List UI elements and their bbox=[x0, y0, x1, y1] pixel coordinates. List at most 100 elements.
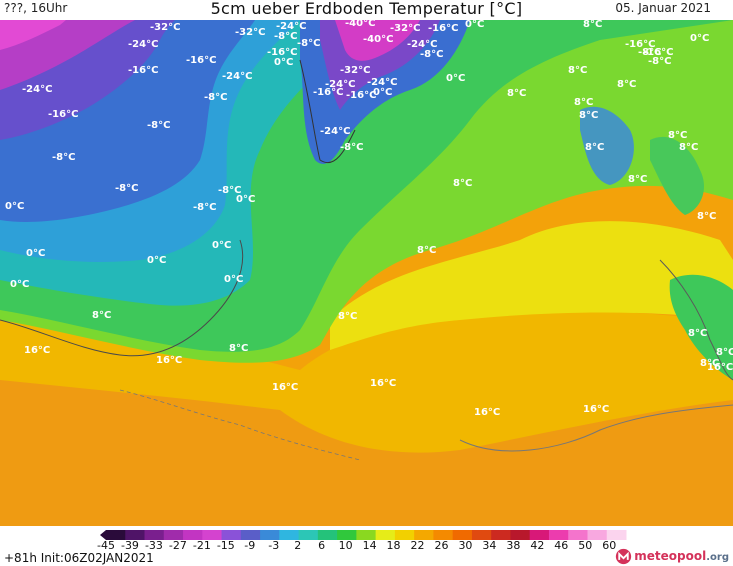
scale-tick-label: 14 bbox=[362, 539, 377, 552]
scale-tick-label: -15 bbox=[216, 539, 235, 552]
scale-tick-label: -3 bbox=[268, 539, 280, 552]
map-label: 8°C bbox=[568, 65, 587, 76]
scale-tick-label: 60 bbox=[602, 539, 617, 552]
color-scale-bar bbox=[100, 530, 627, 540]
map-label: -32°C bbox=[150, 22, 180, 33]
map-label: -24°C bbox=[222, 71, 252, 82]
scale-cell bbox=[356, 530, 377, 540]
map-label: 8°C bbox=[574, 97, 593, 108]
map-label: -16°C bbox=[428, 23, 458, 34]
map-label: 0°C bbox=[212, 240, 231, 251]
map-date: 05. Januar 2021 bbox=[615, 1, 711, 15]
scale-cell bbox=[183, 530, 203, 540]
scale-tick-label: 38 bbox=[506, 539, 521, 552]
map-label: -16°C bbox=[267, 47, 297, 58]
map-label: -8°C bbox=[340, 142, 363, 153]
scandinavia-cold bbox=[580, 106, 634, 185]
temperature-map: -32°C -24°C -32°C -24°C -40°C -32°C -16°… bbox=[0, 20, 733, 528]
map-label: -16°C bbox=[643, 47, 673, 58]
magenta-zone bbox=[0, 20, 66, 50]
map-title: 5cm ueber Erdboden Temperatur [°C] bbox=[210, 0, 523, 18]
map-label: -8°C bbox=[648, 56, 671, 67]
map-label: -40°C bbox=[345, 20, 375, 29]
scale-tick-label: 18 bbox=[386, 539, 401, 552]
scale-cell bbox=[587, 530, 608, 540]
valid-time: ???, 16Uhr bbox=[4, 1, 68, 15]
map-label: 8°C bbox=[585, 142, 604, 153]
color-scale-ticks: -45 -39 -33 -27 -21 -15 -9 -3 2 6 10 14 18 22 26 30 34 38… bbox=[96, 539, 636, 553]
coastline-greenland bbox=[299, 59, 356, 163]
east-green-strip bbox=[669, 274, 733, 380]
map-label: 0°C bbox=[224, 274, 243, 285]
scale-cell bbox=[202, 530, 223, 540]
map-label: 8°C bbox=[229, 343, 248, 354]
map-label: 16°C bbox=[474, 407, 500, 418]
coastline-africa bbox=[459, 404, 733, 452]
map-label: 8°C bbox=[700, 358, 719, 369]
scale-cell bbox=[260, 530, 280, 540]
map-label: -32°C bbox=[235, 27, 265, 38]
map-label: -24°C bbox=[320, 126, 350, 137]
scale-tick-label: 22 bbox=[410, 539, 425, 552]
map-labels: -32°C -24°C -32°C -24°C -40°C -32°C -16°… bbox=[5, 20, 733, 418]
map-label: -24°C bbox=[128, 39, 158, 50]
map-label: 16°C bbox=[583, 404, 609, 415]
scale-cell bbox=[433, 530, 454, 540]
map-label: 0°C bbox=[147, 255, 166, 266]
yellow-tongue bbox=[330, 221, 733, 350]
map-label: 8°C bbox=[688, 328, 707, 339]
map-label: 16°C bbox=[707, 362, 733, 373]
scale-cell bbox=[510, 530, 531, 540]
map-label: -8°C bbox=[274, 31, 297, 42]
map-label: 8°C bbox=[507, 88, 526, 99]
map-label: -8°C bbox=[638, 47, 661, 58]
scale-tick-label: 26 bbox=[434, 539, 449, 552]
map-label: 8°C bbox=[679, 142, 698, 153]
scale-cell bbox=[298, 530, 319, 540]
legend: -45 -39 -33 -27 -21 -15 -9 -3 2 6 10 14 18 22 26 30 34 38… bbox=[0, 526, 733, 566]
map-label: 0°C bbox=[446, 73, 465, 84]
map-label: 16°C bbox=[156, 355, 182, 366]
map-label: 0°C bbox=[10, 279, 29, 290]
map-label: -8°C bbox=[147, 120, 170, 131]
map-label: -8°C bbox=[193, 202, 216, 213]
map-label: 0°C bbox=[274, 57, 293, 68]
map-label: 0°C bbox=[236, 194, 255, 205]
scale-tick-label: 46 bbox=[554, 539, 569, 552]
map-label: 8°C bbox=[583, 20, 602, 30]
map-label: -24°C bbox=[22, 84, 52, 95]
map-label: -16°C bbox=[346, 90, 376, 101]
scandinavia-green bbox=[650, 136, 705, 215]
map-label: 0°C bbox=[5, 201, 24, 212]
map-label: -32°C bbox=[390, 23, 420, 34]
map-label: -16°C bbox=[313, 87, 343, 98]
map-label: 8°C bbox=[668, 130, 687, 141]
map-label: -8°C bbox=[297, 38, 320, 49]
map-label: 8°C bbox=[338, 311, 357, 322]
scale-cell bbox=[337, 530, 357, 540]
scale-cell bbox=[279, 530, 300, 540]
scale-cell bbox=[317, 530, 338, 540]
map-label: -32°C bbox=[340, 65, 370, 76]
header-bar: ???, 16Uhr 5cm ueber Erdboden Temperatur… bbox=[0, 0, 733, 20]
scale-tick-label: 10 bbox=[338, 539, 353, 552]
coastline-north-america bbox=[0, 239, 244, 357]
map-label: -24°C bbox=[407, 39, 437, 50]
scale-cell bbox=[221, 530, 242, 540]
scale-tick-label: -33 bbox=[144, 539, 163, 552]
scale-tick-label: -9 bbox=[244, 539, 256, 552]
scale-tick-label: 34 bbox=[482, 539, 497, 552]
scale-tick-label: 50 bbox=[578, 539, 593, 552]
map-label: -8°C bbox=[52, 152, 75, 163]
map-label: 8°C bbox=[453, 178, 472, 189]
scale-cell bbox=[163, 530, 184, 540]
scale-arrow-left bbox=[100, 530, 106, 540]
run-info: +81h Init:06Z02JAN2021 bbox=[4, 551, 154, 565]
map-label: -8°C bbox=[115, 183, 138, 194]
scale-cell bbox=[414, 530, 434, 540]
scale-cell bbox=[529, 530, 550, 540]
meteopool-logo[interactable]: meteopool.org bbox=[615, 547, 729, 565]
map-label: 8°C bbox=[628, 174, 647, 185]
scale-cell bbox=[491, 530, 511, 540]
scale-cell bbox=[452, 530, 473, 540]
